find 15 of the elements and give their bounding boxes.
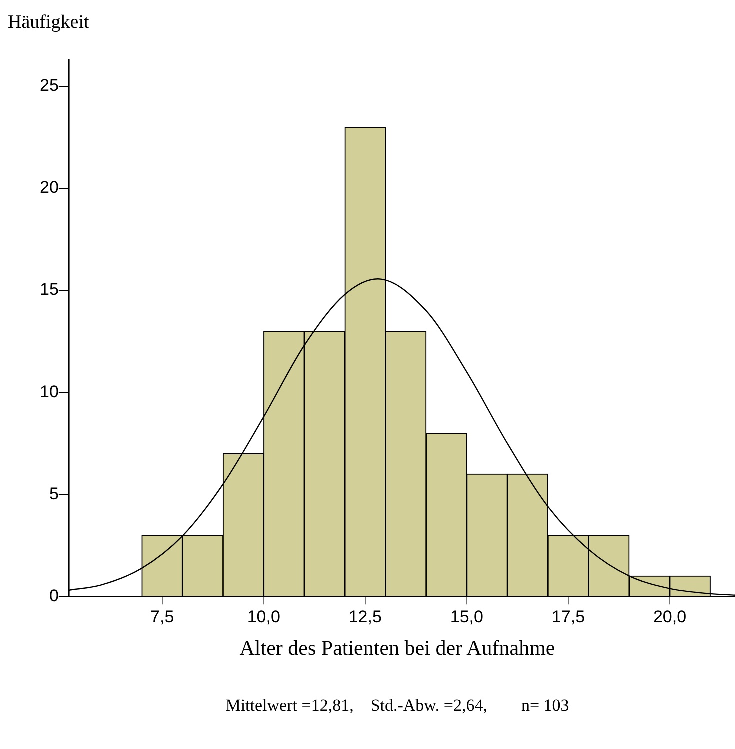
x-tick-label: 15,0 (450, 607, 484, 626)
y-tick-label: 0 (49, 586, 59, 606)
y-tick-label: 5 (49, 484, 59, 504)
y-tick-label: 10 (40, 382, 59, 402)
y-tick-label: 20 (40, 178, 59, 198)
x-tick-label: 12,5 (348, 607, 382, 626)
x-tick-label: 20,0 (653, 607, 687, 626)
x-tick-label: 7,5 (150, 607, 174, 626)
x-axis-title: Alter des Patienten bei der Aufnahme (238, 636, 556, 661)
y-tick-label: 15 (40, 280, 59, 300)
x-tick-label: 17,5 (552, 607, 586, 626)
x-tick-label: 10,0 (247, 607, 280, 626)
y-tick-label: 25 (40, 76, 59, 96)
y-axis-title: Häufigkeit (8, 12, 90, 34)
text: Mittelwert =12,81, Std.-Abw. =2,64, n= 103 (224, 696, 570, 716)
